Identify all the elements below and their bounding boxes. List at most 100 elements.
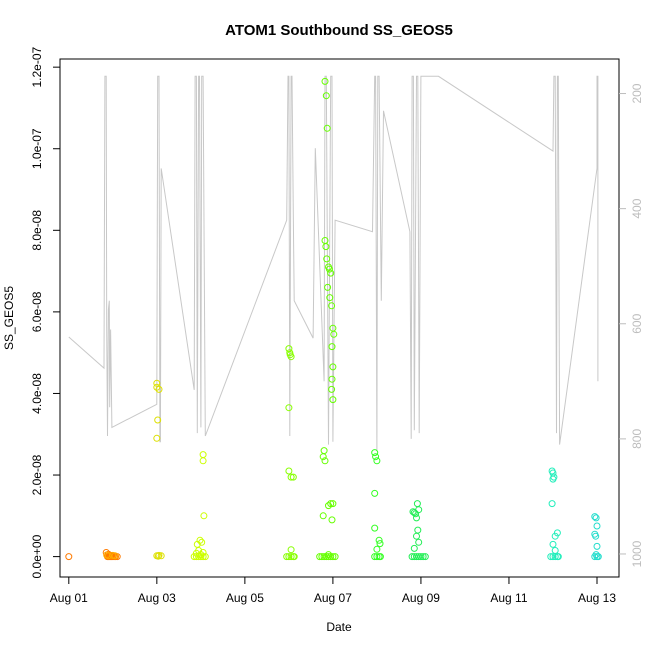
- plot-frame: [59, 58, 620, 578]
- x-tick-label: Aug 01: [50, 591, 88, 605]
- data-point: [413, 553, 420, 561]
- data-point: [192, 553, 200, 561]
- x-tick-label: Aug 09: [402, 591, 440, 605]
- data-point: [323, 124, 331, 132]
- data-point: [549, 540, 557, 548]
- data-point: [290, 553, 298, 561]
- y2-tick-label: 400: [630, 198, 644, 218]
- data-point: [554, 553, 562, 561]
- data-point: [415, 553, 423, 561]
- data-point: [375, 536, 383, 544]
- y-tick-label: 1.0e-07: [30, 128, 44, 169]
- y-tick-label: 2.0e-08: [30, 454, 44, 495]
- data-point: [326, 294, 334, 302]
- data-point: [329, 396, 337, 404]
- data-point: [327, 553, 335, 561]
- data-point: [285, 345, 293, 353]
- data-point: [316, 553, 324, 561]
- data-point: [319, 453, 327, 461]
- data-point: [410, 544, 418, 552]
- y2-tick-label: 1000: [630, 540, 644, 567]
- data-point: [414, 526, 422, 534]
- data-point: [287, 546, 295, 554]
- x-tick-label: Aug 11: [490, 591, 527, 605]
- data-point: [325, 265, 333, 273]
- data-point: [153, 379, 161, 387]
- data-point: [592, 532, 600, 540]
- data-point: [285, 404, 293, 412]
- data-point: [200, 512, 208, 520]
- data-point: [320, 553, 328, 561]
- data-point: [318, 553, 326, 561]
- data-point: [285, 553, 293, 561]
- y-tick-label: 0.0e+00: [30, 534, 44, 578]
- x-tick-label: Aug 03: [138, 591, 176, 605]
- y-axis: 0.0e+00 2.0e-08 4.0e-08 6.0e-08 8.0e-08 1.0e-…: [30, 46, 60, 578]
- data-point: [320, 447, 328, 455]
- data-point: [329, 500, 337, 508]
- data-point: [591, 553, 599, 561]
- data-point: [327, 500, 335, 508]
- data-point: [408, 553, 416, 561]
- data-point: [376, 540, 384, 548]
- data-point: [328, 516, 336, 524]
- data-point: [549, 469, 557, 477]
- data-point: [197, 553, 205, 561]
- y2-tick-label: 800: [630, 429, 644, 449]
- data-point: [287, 553, 295, 561]
- data-point: [373, 457, 381, 465]
- data-point: [591, 513, 599, 521]
- x-tick-label: Aug 05: [226, 591, 264, 605]
- data-point: [65, 553, 73, 561]
- data-point: [322, 553, 330, 561]
- chart-title: ATOM1 Southbound SS_GEOS5: [225, 22, 453, 39]
- data-point: [594, 553, 602, 561]
- data-point: [154, 416, 162, 424]
- y-tick-label: 4.0e-08: [30, 373, 44, 414]
- data-point: [415, 538, 423, 546]
- data-point: [592, 514, 600, 522]
- data-point: [593, 542, 601, 550]
- pressure-line: [68, 75, 599, 451]
- y2-tick-label: 600: [630, 313, 644, 333]
- data-point: [376, 553, 384, 561]
- x-axis-label: Date: [326, 620, 352, 634]
- data-point: [196, 536, 204, 544]
- data-point: [328, 385, 336, 393]
- data-point: [287, 473, 295, 481]
- data-point: [283, 553, 291, 561]
- data-point: [330, 330, 338, 338]
- data-point: [592, 551, 600, 559]
- data-point: [325, 553, 332, 561]
- y-axis-label: SS_GEOS5: [2, 286, 16, 350]
- data-point: [328, 302, 336, 310]
- data-point: [329, 553, 337, 561]
- data-point: [322, 92, 330, 100]
- data-point: [421, 553, 429, 561]
- data-point: [154, 552, 162, 560]
- data-point: [372, 453, 380, 461]
- data-point: [371, 449, 379, 457]
- y-tick-label: 1.2e-07: [30, 46, 44, 87]
- x-tick-label: Aug 13: [578, 591, 616, 605]
- data-point: [153, 383, 161, 391]
- data-point: [331, 553, 339, 561]
- data-point: [319, 512, 327, 520]
- data-point: [415, 506, 423, 514]
- data-point: [547, 553, 555, 561]
- data-point: [328, 375, 336, 383]
- data-point: [419, 553, 427, 561]
- data-point: [593, 522, 601, 530]
- x-tick-label: Aug 07: [314, 591, 352, 605]
- data-point: [111, 552, 119, 560]
- data-point: [321, 77, 329, 85]
- right-axis: 200 400 600 800 1000: [619, 83, 644, 567]
- data-point: [413, 500, 421, 508]
- y-tick-label: 6.0e-08: [30, 291, 44, 332]
- data-point: [324, 283, 332, 291]
- data-point: [321, 457, 329, 465]
- data-point: [285, 467, 293, 475]
- data-point: [322, 243, 330, 251]
- data-point: [155, 385, 163, 393]
